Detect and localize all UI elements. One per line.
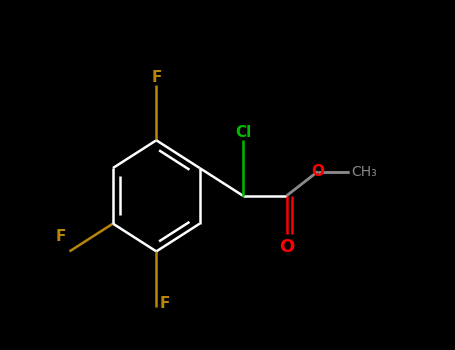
Text: Cl: Cl xyxy=(235,125,251,140)
Text: CH₃: CH₃ xyxy=(351,164,377,178)
Text: O: O xyxy=(311,164,324,179)
Text: O: O xyxy=(279,238,294,255)
Text: F: F xyxy=(56,230,66,244)
Text: F: F xyxy=(160,296,170,311)
Text: F: F xyxy=(151,70,162,85)
